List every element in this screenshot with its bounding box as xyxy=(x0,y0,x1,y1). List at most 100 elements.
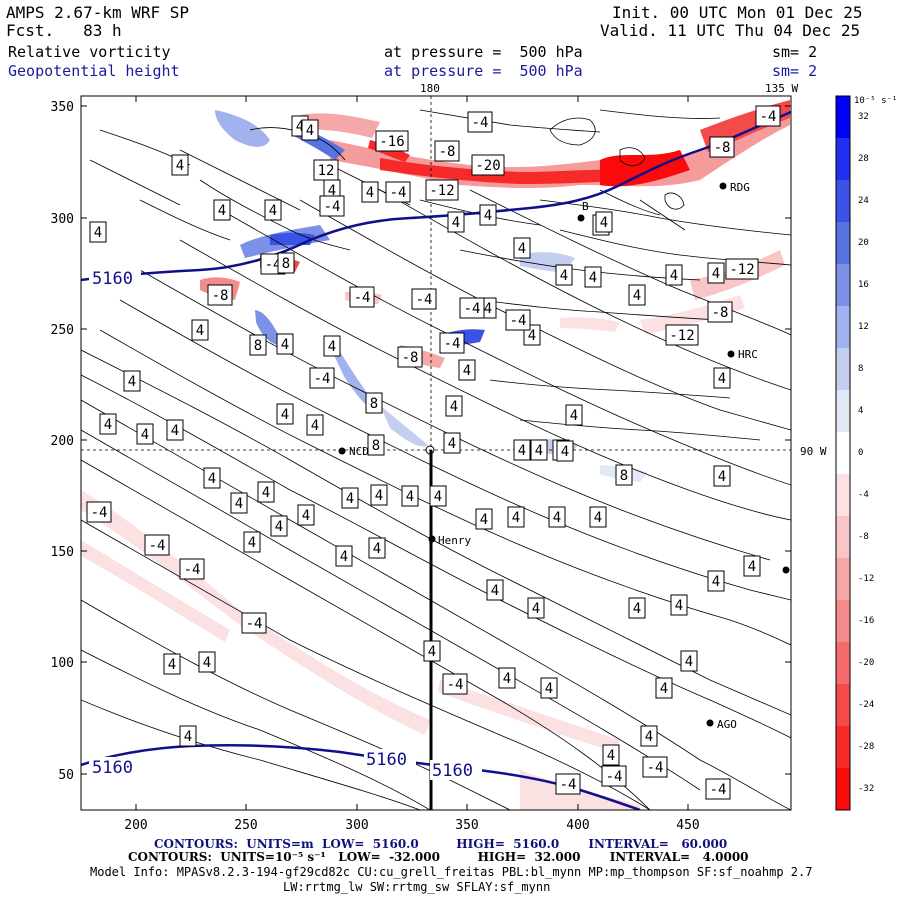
vorticity-label: -4 xyxy=(416,292,433,308)
station-marker xyxy=(782,566,790,574)
vorticity-label-box xyxy=(323,335,341,357)
init-time: Init. 00 UTC Mon 01 Dec 25 xyxy=(612,3,863,22)
y-tick-label: 150 xyxy=(51,545,74,560)
fcst-value: 83 h xyxy=(83,21,122,40)
y-tick-label: 50 xyxy=(58,768,74,783)
vorticity-label: -8 xyxy=(712,305,729,321)
vorticity-label: -4 xyxy=(710,782,727,798)
vorticity-label-box xyxy=(367,434,385,456)
field2-smoothing: sm= 2 xyxy=(772,62,818,80)
vorticity-label-box xyxy=(249,334,267,356)
vorticity-label: 4 xyxy=(553,510,561,526)
meridian-label-135w: 135 W xyxy=(765,82,799,95)
station-marker xyxy=(727,350,735,358)
vorticity-label-box xyxy=(276,403,294,425)
vorticity-label-box xyxy=(475,508,493,530)
vorticity-label: 4 xyxy=(94,225,102,241)
vorticity-label-box xyxy=(306,414,324,436)
vorticity-label: 4 xyxy=(128,374,136,390)
station-label: AGO xyxy=(717,718,737,731)
vorticity-label: 4 xyxy=(328,339,336,355)
colorbar-swatch xyxy=(836,642,850,684)
colorbar-swatch xyxy=(836,96,850,138)
vorticity-label-box xyxy=(707,262,725,284)
vorticity-label-box xyxy=(319,195,345,217)
vorticity-label-box xyxy=(498,667,516,689)
y-tick-label: 300 xyxy=(51,212,74,227)
colorbar-tick-label: -24 xyxy=(858,700,874,710)
footer-model-info-2: LW:rrtmg_lw SW:rrtmg_sw SFLAY:sf_mynn xyxy=(283,880,551,894)
vorticity-label-box xyxy=(166,419,184,441)
vorticity-label-box xyxy=(458,359,476,381)
vorticity-label-box xyxy=(429,485,447,507)
vorticity-label-box xyxy=(595,211,613,233)
vorticity-label: 4 xyxy=(718,469,726,485)
x-tick-label: 450 xyxy=(676,818,699,833)
vorticity-label: -4 xyxy=(560,777,577,793)
vorticity-label: 4 xyxy=(296,119,304,135)
vorticity-label: -8 xyxy=(714,140,731,156)
vorticity-label-box xyxy=(277,252,295,274)
vorticity-label: 4 xyxy=(428,644,436,660)
vorticity-label-box xyxy=(755,105,781,127)
colorbar-tick-label: 8 xyxy=(858,364,863,374)
vorticity-label-box xyxy=(335,545,353,567)
colorbar-tick-label: -20 xyxy=(858,658,874,668)
vorticity-label-box xyxy=(527,597,545,619)
vorticity-label: 4 xyxy=(675,598,683,614)
colorbar-swatch xyxy=(836,432,850,474)
vorticity-label-box xyxy=(507,506,525,528)
vorticity-label: -4 xyxy=(246,616,263,632)
x-tick-label: 300 xyxy=(345,818,368,833)
station-marker xyxy=(706,719,714,727)
x-axis xyxy=(135,96,689,810)
vorticity-label-box xyxy=(479,204,497,226)
vorticity-label: 4 xyxy=(450,399,458,415)
meridian-label-180: 180 xyxy=(420,82,440,95)
vorticity-label: 4 xyxy=(366,185,374,201)
y-tick-label: 100 xyxy=(51,656,74,671)
colorbar-tick-label: -4 xyxy=(858,490,869,500)
model-title: AMPS 2.67-km WRF SP xyxy=(6,3,190,22)
vorticity-label-box xyxy=(713,465,731,487)
vorticity-label: 4 xyxy=(306,123,314,139)
vorticity-label: 4 xyxy=(262,485,270,501)
colorbar-swatch xyxy=(836,138,850,180)
vorticity-label-box xyxy=(707,570,725,592)
x-tick-label: 200 xyxy=(124,818,147,833)
vorticity-label: 4 xyxy=(375,488,383,504)
colorbar-tick-label: 0 xyxy=(858,448,863,458)
vorticity-label: 4 xyxy=(248,535,256,551)
vorticity-label: 4 xyxy=(607,748,615,764)
forecast-hour: Fcst. 83 h xyxy=(6,22,122,40)
vorticity-label: 8 xyxy=(372,438,380,454)
vorticity-label: -4 xyxy=(265,257,282,273)
plot-area xyxy=(81,96,791,810)
vorticity-label-box xyxy=(341,487,359,509)
colorbar-swatch xyxy=(836,684,850,726)
vorticity-label: 4 xyxy=(560,268,568,284)
vorticity-label: 4 xyxy=(281,337,289,353)
vorticity-label-box xyxy=(709,136,735,158)
vorticity-label: 4 xyxy=(448,436,456,452)
vorticity-label: 4 xyxy=(633,288,641,304)
colorbar-swatch xyxy=(836,558,850,600)
vorticity-label-box xyxy=(99,413,117,435)
vorticity-label-box xyxy=(397,346,423,368)
vorticity-label: -8 xyxy=(439,144,456,160)
valid-time: Valid. 11 UTC Thu 04 Dec 25 xyxy=(600,21,861,40)
vorticity-label-box xyxy=(530,439,548,461)
vorticity-label: -12 xyxy=(669,328,694,344)
vorticity-label-box xyxy=(707,301,733,323)
vorticity-label: 4 xyxy=(484,301,492,317)
colorbar-tick-label: -32 xyxy=(858,784,874,794)
colorbar-swatch xyxy=(836,516,850,558)
vorticity-label: 4 xyxy=(328,183,336,199)
vorticity-label-box xyxy=(556,440,574,462)
vorticity-label: 4 xyxy=(373,541,381,557)
vorticity-label-box xyxy=(203,467,221,489)
colorbar-tick-label: 32 xyxy=(858,112,869,122)
y-tick-label: 350 xyxy=(51,100,74,115)
vorticity-label-box xyxy=(349,286,375,308)
